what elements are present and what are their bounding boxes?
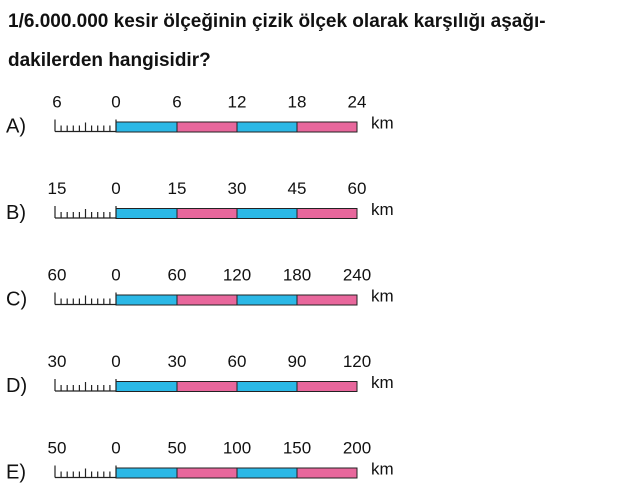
scale-label: 6 [172,92,181,111]
scale-label: 50 [168,438,187,457]
scale-label: 0 [111,265,120,284]
unit: km [371,373,394,392]
scale-label: 120 [223,265,251,284]
scale-segment [296,294,358,306]
scale-label: 30 [168,352,187,371]
scale-segment [115,294,178,306]
scale-label: 50 [48,438,67,457]
option-letter: C) [6,288,27,310]
scale-label: 30 [48,352,67,371]
unit: km [371,200,394,219]
scale-segment [236,294,298,306]
scale-label: 15 [168,179,187,198]
scale-label: 100 [223,438,251,457]
scale-segment [115,121,178,133]
question-line: 1/6.000.000 kesir ölçeğinin çizik ölçek … [8,11,546,32]
question-line: dakilerden hangisidir? [8,50,211,71]
option-letter: E) [6,461,26,483]
scale-label: 12 [228,92,247,111]
scale-segment [176,294,238,306]
scale-label: 120 [343,352,371,371]
scale-segment [236,467,298,479]
scale-segment [296,208,358,219]
scale-label: 60 [228,352,247,371]
option-letter: A) [6,115,26,137]
scale-segment [115,208,178,219]
scale-label: 24 [348,92,367,111]
scale-segment [115,467,178,479]
scale-label: 0 [111,92,120,111]
scale-label: 45 [288,179,307,198]
scale-label: 18 [288,92,307,111]
option-letter: D) [6,375,27,397]
scale-label: 30 [228,179,247,198]
scale-label: 150 [283,438,311,457]
scale-label: 180 [283,265,311,284]
scale-segment [296,381,358,392]
scale-label: 6 [52,92,61,111]
scale-label: 240 [343,265,371,284]
scale-segment [236,208,298,219]
scale-segment [176,208,238,219]
scale-label: 200 [343,438,371,457]
scale-label: 0 [111,438,120,457]
scale-segment [176,381,238,392]
scale-label: 60 [48,265,67,284]
scale-segment [176,121,238,133]
scale-label: 15 [48,179,67,198]
option-letter: B) [6,202,26,224]
unit: km [371,459,394,478]
scale-segment [176,467,238,479]
scale-segment [115,381,178,392]
scale-label: 0 [111,179,120,198]
scale-label: 90 [288,352,307,371]
scale-segment [296,467,358,479]
scale-label: 60 [348,179,367,198]
scale-segment [236,121,298,133]
scale-label: 0 [111,352,120,371]
unit: km [371,113,394,132]
unit: km [371,286,394,305]
scale-segment [296,121,358,133]
scale-segment [236,381,298,392]
scale-label: 60 [168,265,187,284]
